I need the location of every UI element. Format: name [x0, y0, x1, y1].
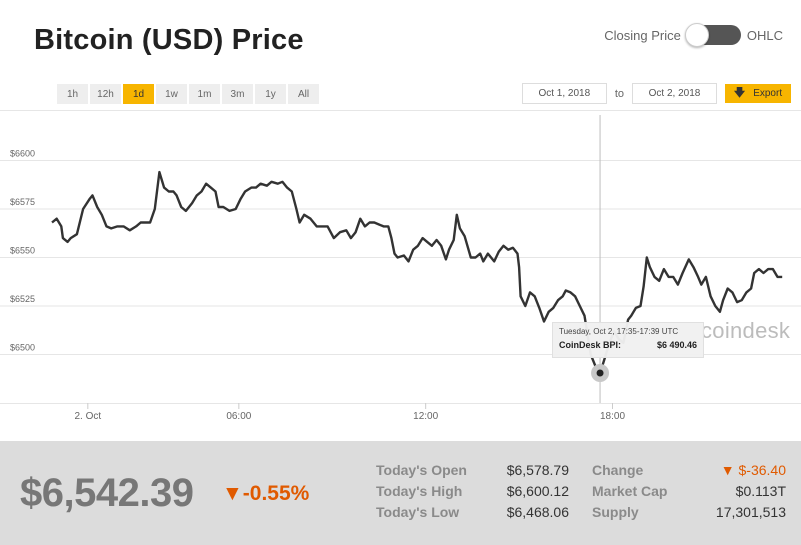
toggle-knob[interactable]: [684, 23, 709, 47]
change-value: ▼ $-36.40: [720, 462, 786, 478]
page-title: Bitcoin (USD) Price: [34, 24, 304, 56]
todays-open-label: Today's Open: [376, 462, 467, 478]
x-tick-label: 18:00: [600, 411, 625, 422]
time-range-selector: 1h 12h 1d 1w 1m 3m 1y All: [57, 84, 319, 104]
x-axis-ticks: 2. Oct 06:00 12:00 18:00: [74, 403, 625, 422]
price-series-line: [51, 170, 783, 375]
tooltip-value: $6 490.46: [656, 340, 697, 350]
date-to-label: to: [614, 87, 624, 100]
chart-mode-toggle-group: Closing Price OHLC: [604, 23, 783, 47]
range-1m-button[interactable]: 1m: [189, 84, 220, 104]
y-tick-label: $6500: [10, 342, 35, 352]
chart-mode-toggle[interactable]: [684, 23, 741, 47]
supply-value: 17,301,513: [715, 504, 786, 520]
supply-label: Supply: [592, 504, 639, 520]
tooltip-row: CoinDesk BPI: $6 490.46: [559, 340, 697, 350]
tooltip-time: Tuesday, Oct 2, 17:35-17:39 UTC: [559, 327, 679, 336]
export-button[interactable]: 🡇 Export: [725, 84, 791, 103]
price-chart[interactable]: $6500 $6525 $6550 $6575 $6600 2. Oct 06:00 12:…: [0, 110, 801, 440]
range-1h-button[interactable]: 1h: [57, 84, 88, 104]
y-tick-label: $6600: [10, 148, 35, 158]
highlight-point: [596, 369, 604, 377]
range-1w-button[interactable]: 1w: [156, 84, 187, 104]
y-tick-label: $6550: [10, 245, 35, 255]
y-tick-label: $6575: [10, 197, 35, 207]
highlight-marker: [591, 364, 610, 383]
range-all-button[interactable]: All: [288, 84, 319, 104]
date-from-input[interactable]: [521, 83, 607, 104]
range-1d-button[interactable]: 1d: [123, 84, 154, 104]
chart-tooltip: Tuesday, Oct 2, 17:35-17:39 UTC CoinDesk…: [552, 322, 704, 358]
price-summary-panel: $6,542.39 ▼-0.55% Today's Open $6,578.79…: [0, 441, 801, 545]
range-12h-button[interactable]: 12h: [90, 84, 121, 104]
range-1y-button[interactable]: 1y: [255, 84, 286, 104]
x-tick-label: 12:00: [413, 411, 438, 422]
x-tick-label: 2. Oct: [74, 411, 101, 422]
y-tick-label: $6525: [10, 294, 35, 304]
y-axis-ticks: $6500 $6525 $6550 $6575 $6600: [10, 148, 35, 352]
date-range: to 🡇 Export: [521, 83, 791, 104]
export-label: Export: [753, 88, 783, 99]
download-arrow-icon: 🡇: [733, 87, 746, 99]
ohlc-label[interactable]: OHLC: [746, 27, 783, 43]
price-change-percent: ▼-0.55%: [222, 482, 310, 505]
current-price: $6,542.39: [20, 471, 194, 515]
market-cap-value: $0.113T: [735, 483, 786, 499]
todays-low-value: $6,468.06: [506, 504, 569, 520]
range-3m-button[interactable]: 3m: [222, 84, 253, 104]
closing-price-label[interactable]: Closing Price: [604, 27, 681, 43]
todays-high-label: Today's High: [376, 483, 463, 499]
coindesk-watermark: coindesk: [701, 318, 791, 343]
todays-open-value: $6,578.79: [506, 462, 569, 478]
market-cap-label: Market Cap: [592, 483, 668, 499]
change-label: Change: [592, 462, 644, 478]
todays-low-label: Today's Low: [376, 504, 460, 520]
todays-high-value: $6,600.12: [506, 483, 569, 499]
tooltip-label: CoinDesk BPI:: [559, 340, 622, 350]
x-tick-label: 06:00: [226, 411, 251, 422]
date-to-input[interactable]: [632, 83, 717, 104]
